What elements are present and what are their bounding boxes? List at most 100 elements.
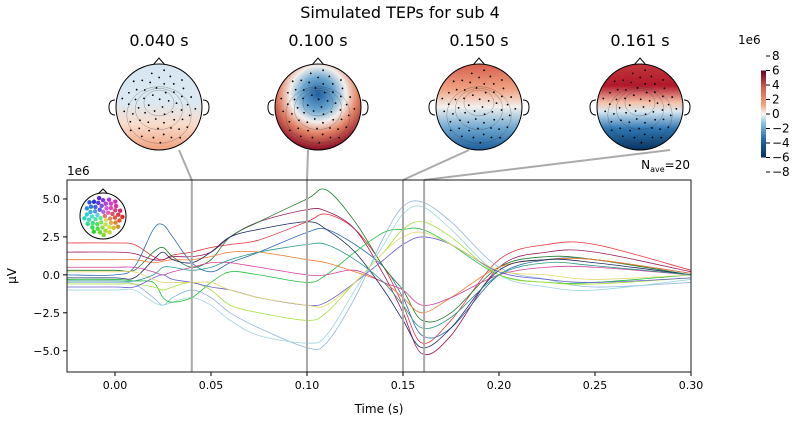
sensor-dot — [477, 127, 479, 130]
legend-sensor-dot — [117, 218, 122, 223]
legend-sensor-dot — [90, 225, 95, 230]
sensor-dot — [631, 72, 634, 75]
legend-sensor-dot — [86, 217, 92, 222]
legend-sensor-dot — [112, 215, 118, 220]
legend-sensor-dot — [100, 225, 105, 230]
sensor-dot — [127, 91, 130, 94]
sensor-dot — [291, 80, 294, 83]
sensor-dot — [334, 102, 337, 105]
sensor-dot — [630, 81, 633, 84]
sensor-dot — [622, 79, 625, 82]
sensor-dot — [317, 76, 320, 79]
sensor-dot — [660, 136, 663, 139]
sensor-dot — [624, 89, 627, 91]
connector-line — [178, 149, 193, 181]
contour-line — [607, 86, 673, 144]
sensor-dot — [457, 106, 460, 109]
sensor-dot — [460, 135, 463, 138]
sensor-dot — [282, 110, 285, 113]
sensor-dot — [463, 89, 466, 91]
sensor-dot — [441, 97, 444, 100]
sensor-dot — [468, 129, 471, 132]
sensor-dot — [132, 112, 134, 115]
legend-sensor-dot — [87, 200, 92, 205]
topomap-head — [435, 63, 523, 151]
colorbar-tick-label: 0 — [772, 107, 780, 121]
colorbar-exponent: 1e6 — [738, 33, 761, 47]
sensor-dot — [171, 110, 174, 113]
sensor-dot — [653, 83, 656, 85]
legend-sensor-dot — [113, 220, 118, 225]
sensor-dot — [307, 129, 310, 132]
colorbar-tick-label: −8 — [772, 165, 790, 179]
sensor-dot — [137, 106, 140, 109]
sensor-dot — [492, 83, 495, 85]
sensor-dot — [510, 96, 513, 98]
sensor-dot — [650, 75, 653, 78]
legend-sensor-dot — [85, 221, 90, 227]
sensor-dot — [608, 103, 611, 106]
sensor-dot — [671, 96, 674, 98]
legend-sensor-dot — [107, 225, 112, 230]
sensor-dot — [467, 121, 470, 124]
channel-trace-13 — [67, 242, 691, 329]
contour-line — [294, 88, 342, 130]
sensor-dot — [625, 111, 627, 114]
legend-sensor-dot — [92, 209, 98, 214]
y-tick-label: 2.5 — [43, 231, 61, 244]
sensor-dot — [151, 94, 154, 97]
topomap-1: 0.100 s — [267, 31, 369, 151]
sensor-dot — [121, 97, 124, 100]
nose-icon — [311, 57, 325, 66]
colorbar-tick-label: 6 — [772, 64, 780, 78]
contour-line — [302, 89, 334, 117]
sensor-dot — [469, 81, 472, 84]
x-tick-label: 0.30 — [679, 379, 704, 392]
connector-line — [402, 149, 470, 181]
sensor-dot — [610, 120, 613, 123]
nose-icon — [152, 57, 166, 66]
contour-line — [463, 89, 495, 117]
legend-sensor-dot — [97, 207, 102, 212]
legend-sensor-dot — [120, 214, 125, 220]
legend-sensor-dot — [116, 212, 121, 217]
sensor-dot — [499, 136, 502, 139]
legend-sensor-dot — [106, 197, 112, 202]
contour-line — [143, 89, 175, 117]
sensor-dot — [340, 118, 343, 121]
sensor-dot — [341, 87, 344, 90]
sensor-dot — [321, 133, 324, 136]
legend-sensor-dot — [108, 201, 114, 206]
sensor-dot — [179, 136, 182, 139]
sensor-dot — [331, 83, 334, 85]
sensor-dot — [317, 98, 320, 101]
sensor-dot — [316, 127, 318, 130]
sensor-dot — [322, 121, 324, 124]
sensor-dot — [608, 91, 611, 94]
y-tick-label: 5.0 — [43, 193, 61, 206]
legend-sensor-dot — [103, 228, 108, 233]
sensor-dot — [293, 98, 296, 101]
sensor-dot — [141, 79, 144, 82]
sensor-dot — [659, 128, 662, 131]
sensor-dot — [506, 126, 509, 128]
legend-sensor-dot — [97, 230, 103, 235]
sensor-dot — [632, 94, 635, 97]
sensor-dot — [345, 103, 348, 106]
sensor-dot — [129, 129, 132, 132]
topomap-time-label: 0.150 s — [449, 31, 508, 50]
sensor-dot — [498, 128, 501, 131]
sensor-dot — [636, 87, 639, 89]
legend-sensor-dot — [103, 201, 108, 206]
sensor-dot — [638, 127, 640, 130]
sensor-dot — [306, 121, 309, 124]
sensor-dot — [490, 136, 493, 139]
sensor-dot — [154, 118, 157, 120]
legend-sensor-dot — [88, 204, 94, 209]
sensor-dot — [661, 109, 664, 111]
sensor-dot — [506, 103, 509, 106]
legend-sensor-dot — [107, 216, 113, 221]
sensor-dot — [467, 104, 470, 107]
ear-icon — [267, 99, 369, 116]
